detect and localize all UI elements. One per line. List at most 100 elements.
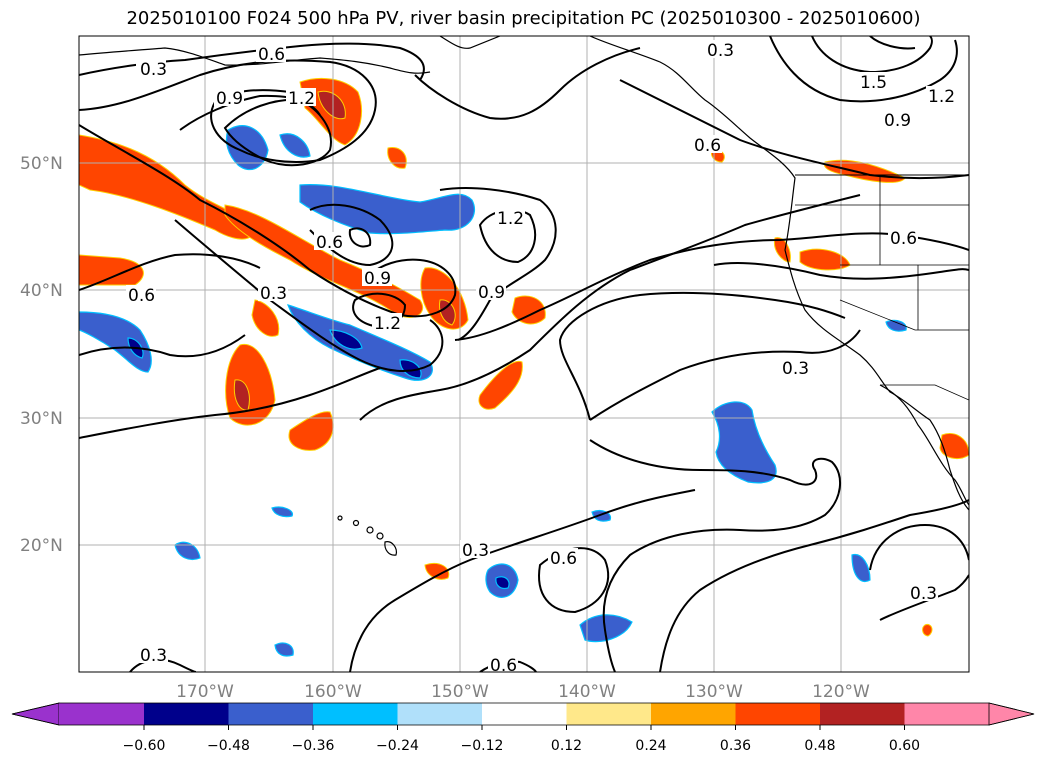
positive-area xyxy=(424,563,450,580)
contour-label-backgrounds xyxy=(126,40,956,672)
contour-label: 0.9 xyxy=(478,283,505,303)
lon-label: 130°W xyxy=(685,682,743,702)
pv-contour xyxy=(589,439,842,672)
negative-area xyxy=(885,319,907,332)
label-bg xyxy=(488,655,518,672)
lon-label: 140°W xyxy=(558,682,616,702)
map-layers: 0.3 0.6 0.9 1.2 0.6 0.3 1.5 1.2 0.9 0.6 … xyxy=(79,36,969,676)
pv-contour xyxy=(589,329,861,421)
contour-label: 0.3 xyxy=(707,41,734,61)
hawaii-island xyxy=(352,519,360,527)
positive-area xyxy=(288,411,334,451)
label-bg xyxy=(476,282,506,300)
contour-label: 0.6 xyxy=(128,286,155,306)
colorbar-segment xyxy=(820,703,905,725)
pv-contour xyxy=(79,367,381,439)
contour-label: 0.6 xyxy=(694,136,721,156)
lat-label: 20°N xyxy=(20,536,63,556)
colorbar-segment xyxy=(651,703,736,725)
label-bg xyxy=(136,60,166,78)
baja-coastline xyxy=(879,384,969,506)
label-bg xyxy=(780,358,810,376)
alaska-coast xyxy=(439,36,501,49)
pv-contour xyxy=(869,523,969,571)
colorbar-tick-label: 0.60 xyxy=(889,738,920,754)
colorbar-segment xyxy=(482,703,567,725)
lat-label: 40°N xyxy=(20,281,63,301)
pv-contour xyxy=(174,219,444,372)
colorbar-ticks xyxy=(143,725,905,730)
colorbar-tick-label: 0.36 xyxy=(720,738,751,754)
negative-area xyxy=(225,125,269,171)
colorbar-extend-low xyxy=(11,702,60,726)
negative-area xyxy=(711,401,777,484)
contour-label: 0.6 xyxy=(890,229,917,249)
colorbar-tick-label: −0.12 xyxy=(461,738,504,754)
colorbar: −0.60 −0.48 −0.36 −0.24 −0.12 0.12 0.24 … xyxy=(11,702,1035,754)
colorbar-tick-label: −0.24 xyxy=(376,738,419,754)
contour-label: 0.3 xyxy=(462,541,489,561)
pv-contour xyxy=(129,658,197,672)
lon-label: 120°W xyxy=(812,682,870,702)
hawaii-island xyxy=(384,541,397,556)
pv-contour xyxy=(223,98,332,167)
plot-frame xyxy=(78,35,970,673)
pv-contour xyxy=(309,203,394,267)
pv-contour xyxy=(879,574,969,621)
label-bg xyxy=(286,88,316,106)
colorbar-segment xyxy=(735,703,820,725)
negative-area xyxy=(579,614,633,643)
pv-contour xyxy=(659,499,969,672)
lon-label: 150°W xyxy=(431,682,489,702)
contour-label: 0.3 xyxy=(140,60,167,80)
pv-contour xyxy=(359,194,861,421)
contour-label: 0.6 xyxy=(316,233,343,253)
contour-label: 0.6 xyxy=(550,549,577,569)
contour-label: 0.9 xyxy=(216,89,243,109)
label-bg xyxy=(362,268,392,286)
hawaii-island xyxy=(337,515,343,521)
positive-precip-areas xyxy=(79,77,969,637)
pv-contour xyxy=(79,334,246,358)
label-bg xyxy=(138,645,168,663)
colorbar-segment xyxy=(59,703,144,725)
colorbar-segment xyxy=(397,703,482,725)
contour-label: 0.6 xyxy=(490,656,517,676)
label-bg xyxy=(258,283,288,301)
label-bg xyxy=(882,110,912,128)
north-america-coastline xyxy=(589,36,969,511)
pv-contour xyxy=(558,291,846,421)
label-bg xyxy=(495,208,525,226)
pv-contour xyxy=(619,79,969,180)
colorbar-segment xyxy=(144,703,229,725)
colorbar-segment xyxy=(904,703,989,725)
lon-label: 170°W xyxy=(176,682,234,702)
label-bg xyxy=(888,228,918,246)
colorbar-outline xyxy=(11,702,1035,726)
contour-label: 1.2 xyxy=(928,87,955,107)
colorbar-tick-label: −0.36 xyxy=(292,738,335,754)
label-bg xyxy=(372,313,402,331)
lon-label: 160°W xyxy=(304,682,362,702)
state-border xyxy=(839,299,969,331)
pv-contour xyxy=(713,262,969,280)
negative-area xyxy=(271,506,294,518)
pv-contour xyxy=(414,47,641,120)
negative-precip-areas xyxy=(79,125,907,657)
colorbar-segment xyxy=(313,703,398,725)
positive-area xyxy=(478,360,523,410)
pv-contour xyxy=(348,227,372,248)
label-bg xyxy=(214,88,244,106)
pv-contour xyxy=(79,59,377,163)
negative-area xyxy=(174,541,201,561)
negative-area xyxy=(399,359,422,379)
positive-area xyxy=(511,295,546,325)
contour-labels: 0.3 0.6 0.9 1.2 0.6 0.3 1.5 1.2 0.9 0.6 … xyxy=(128,41,955,676)
negative-area xyxy=(329,329,363,350)
pv-contour xyxy=(439,187,557,341)
pv-contour xyxy=(869,36,916,50)
colorbar-tick-label: −0.48 xyxy=(207,738,250,754)
contour-label: 1.2 xyxy=(374,314,401,334)
contour-label: 0.9 xyxy=(364,269,391,289)
